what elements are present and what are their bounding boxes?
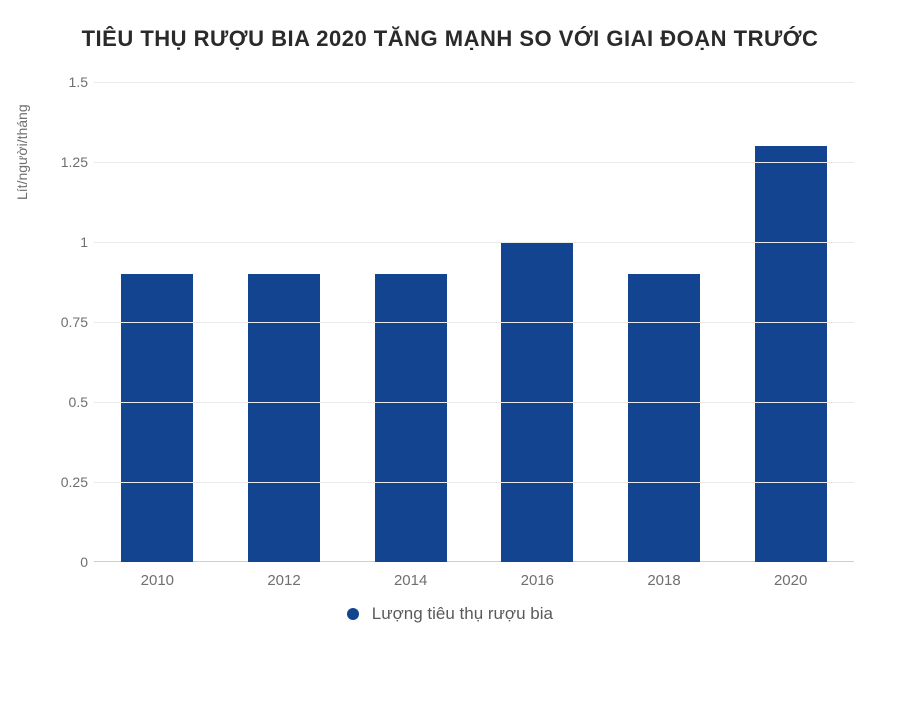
bar xyxy=(628,274,700,562)
y-tick-label: 0.25 xyxy=(44,474,88,490)
plot-area: 00.250.50.7511.251.520102012201420162018… xyxy=(94,82,854,562)
x-tick-label: 2016 xyxy=(521,572,554,589)
x-tick-label: 2018 xyxy=(647,572,680,589)
grid-line xyxy=(94,162,854,163)
legend-marker-icon xyxy=(347,608,359,620)
x-tick-label: 2014 xyxy=(394,572,427,589)
y-tick-label: 0 xyxy=(44,554,88,570)
x-tick-label: 2020 xyxy=(774,572,807,589)
y-tick-label: 1.5 xyxy=(44,74,88,90)
y-tick-label: 1.25 xyxy=(44,154,88,170)
grid-line xyxy=(94,242,854,243)
y-tick-label: 1 xyxy=(44,234,88,250)
legend-label: Lượng tiêu thụ rượu bia xyxy=(372,604,553,623)
y-tick-label: 0.5 xyxy=(44,394,88,410)
y-axis-label: Lít/người/tháng xyxy=(14,104,30,200)
grid-line xyxy=(94,322,854,323)
grid-line xyxy=(94,482,854,483)
chart-container: TIÊU THỤ RƯỢU BIA 2020 TĂNG MẠNH SO VỚI … xyxy=(0,0,900,709)
y-tick-label: 0.75 xyxy=(44,314,88,330)
x-tick-label: 2012 xyxy=(267,572,300,589)
bar xyxy=(755,146,827,562)
bar xyxy=(375,274,447,562)
grid-line xyxy=(94,82,854,83)
bar xyxy=(121,274,193,562)
grid-line xyxy=(94,402,854,403)
x-tick-label: 2010 xyxy=(141,572,174,589)
bar xyxy=(248,274,320,562)
chart-title: TIÊU THỤ RƯỢU BIA 2020 TĂNG MẠNH SO VỚI … xyxy=(60,24,840,54)
legend: Lượng tiêu thụ rượu bia xyxy=(0,604,900,624)
